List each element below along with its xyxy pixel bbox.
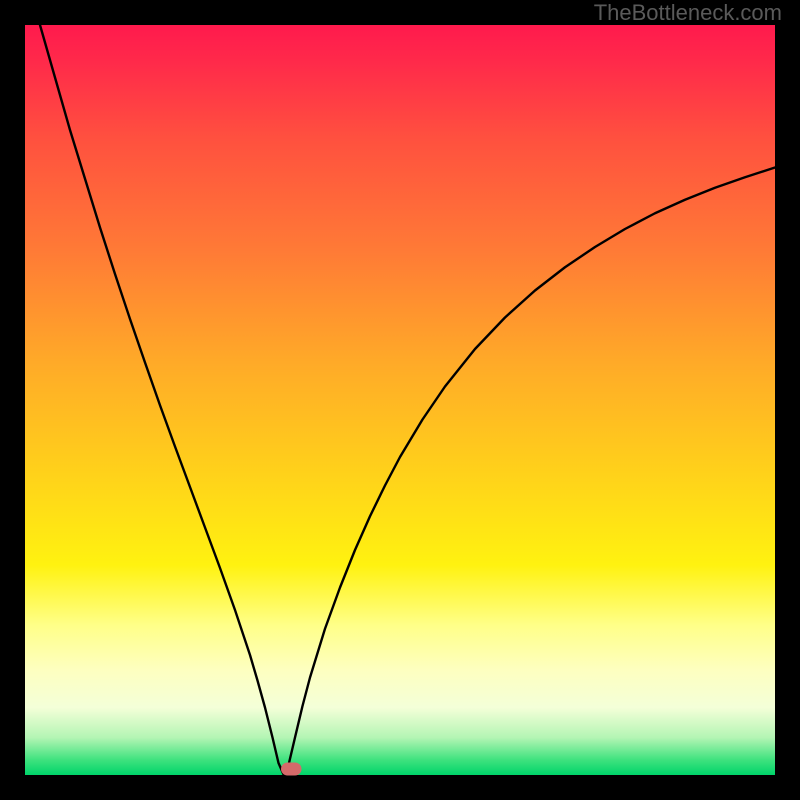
optimal-point-marker [282, 763, 302, 775]
chart-container: TheBottleneck.com [0, 0, 800, 800]
bottleneck-chart [0, 0, 800, 800]
attribution-label: TheBottleneck.com [594, 0, 782, 26]
chart-gradient-background [25, 25, 775, 775]
